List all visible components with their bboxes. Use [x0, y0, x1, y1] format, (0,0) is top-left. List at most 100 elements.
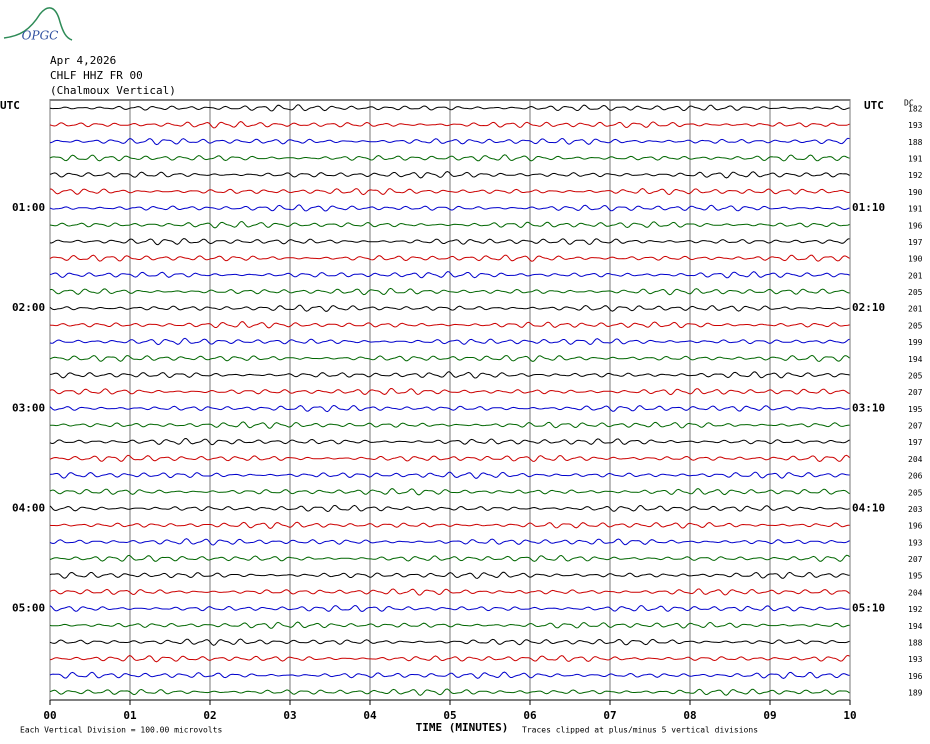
dc-value: 196 — [908, 672, 923, 681]
logo: OPGC — [3, 7, 73, 43]
logo-text: OPGC — [22, 29, 59, 43]
trace — [49, 421, 850, 429]
dc-value: 192 — [908, 605, 923, 614]
trace — [49, 154, 850, 162]
station: CHLF HHZ FR 00 — [50, 69, 143, 82]
trace — [49, 538, 850, 546]
trace — [49, 688, 850, 696]
dc-value: 190 — [908, 255, 923, 264]
dc-value: 193 — [908, 538, 923, 547]
dc-value: 197 — [908, 238, 923, 247]
trace — [49, 571, 850, 579]
row-time-label: 05:00 — [12, 602, 45, 615]
trace — [49, 104, 850, 112]
trace — [49, 220, 850, 229]
trace — [49, 337, 850, 346]
x-tick-label: 07 — [603, 709, 616, 722]
trace — [49, 238, 850, 246]
trace — [49, 454, 850, 463]
trace — [49, 170, 850, 179]
trace — [49, 404, 850, 413]
dc-value: 205 — [908, 488, 923, 497]
dc-value: 201 — [908, 271, 923, 280]
dc-header: DC — [904, 99, 914, 108]
dc-value: 201 — [908, 305, 923, 314]
dc-value: 192 — [908, 171, 923, 180]
dc-value: 193 — [908, 655, 923, 664]
trace — [49, 371, 850, 379]
trace — [49, 304, 850, 312]
scale-note: Each Vertical Division = 100.00 microvol… — [20, 726, 222, 735]
dc-value: 195 — [908, 405, 923, 414]
row-time-label: 03:10 — [852, 401, 885, 414]
row-time-label: 04:00 — [12, 501, 45, 514]
trace — [49, 621, 850, 629]
trace — [49, 471, 850, 479]
dc-value: 196 — [908, 221, 923, 230]
dc-value: 207 — [908, 422, 923, 431]
component: (Chalmoux Vertical) — [50, 84, 176, 97]
row-time-label: 04:10 — [852, 501, 885, 514]
clip-note: Traces clipped at plus/minus 5 vertical … — [522, 726, 758, 735]
dc-value: 194 — [908, 622, 923, 631]
trace — [49, 188, 850, 196]
row-time-label: 02:00 — [12, 301, 45, 314]
dc-value: 190 — [908, 188, 923, 197]
dc-value: 188 — [908, 138, 923, 147]
dc-value: 199 — [908, 338, 923, 347]
dc-value: 204 — [908, 455, 923, 464]
dc-value: 195 — [908, 572, 923, 581]
trace — [49, 488, 850, 496]
trace — [49, 137, 850, 146]
x-tick-label: 10 — [843, 709, 856, 722]
dc-value: 196 — [908, 522, 923, 531]
row-time-label: 01:10 — [852, 201, 885, 214]
trace — [49, 254, 850, 262]
dc-value: 205 — [908, 371, 923, 380]
x-tick-label: 05 — [443, 709, 456, 722]
trace — [49, 204, 850, 212]
dc-value: 191 — [908, 205, 923, 214]
x-tick-label: 01 — [123, 709, 137, 722]
trace — [49, 638, 850, 646]
trace — [49, 554, 850, 562]
x-tick-label: 06 — [523, 709, 537, 722]
row-time-label: 02:10 — [852, 301, 885, 314]
trace — [49, 321, 850, 329]
x-tick-label: 08 — [683, 709, 696, 722]
x-axis-label: TIME (MINUTES) — [416, 721, 509, 734]
right-header: UTC — [864, 99, 884, 112]
trace — [49, 671, 850, 679]
dc-value: 194 — [908, 355, 923, 364]
trace — [49, 437, 850, 446]
x-tick-label: 02 — [203, 709, 216, 722]
trace — [49, 654, 850, 663]
x-tick-label: 04 — [363, 709, 377, 722]
dc-value: 189 — [908, 689, 923, 698]
trace — [49, 354, 850, 363]
dc-value: 206 — [908, 472, 923, 481]
dc-value: 197 — [908, 438, 923, 447]
dc-value: 204 — [908, 588, 923, 597]
trace — [49, 588, 850, 596]
trace — [49, 604, 850, 613]
dc-value: 205 — [908, 321, 923, 330]
row-time-label: 05:10 — [852, 602, 885, 615]
chart-title: Apr 4,2026 — [50, 54, 116, 67]
row-time-label: 01:00 — [12, 201, 45, 214]
dc-value: 193 — [908, 121, 923, 130]
trace — [49, 271, 850, 279]
trace — [49, 387, 850, 396]
dc-value: 207 — [908, 388, 923, 397]
row-time-label: 03:00 — [12, 401, 45, 414]
dc-value: 188 — [908, 638, 923, 647]
trace — [49, 121, 850, 129]
dc-value: 182 — [908, 105, 923, 114]
x-tick-label: 03 — [283, 709, 296, 722]
trace — [49, 504, 850, 513]
dc-value: 203 — [908, 505, 923, 514]
dc-value: 205 — [908, 288, 923, 297]
x-tick-label: 00 — [43, 709, 56, 722]
x-tick-label: 09 — [763, 709, 776, 722]
